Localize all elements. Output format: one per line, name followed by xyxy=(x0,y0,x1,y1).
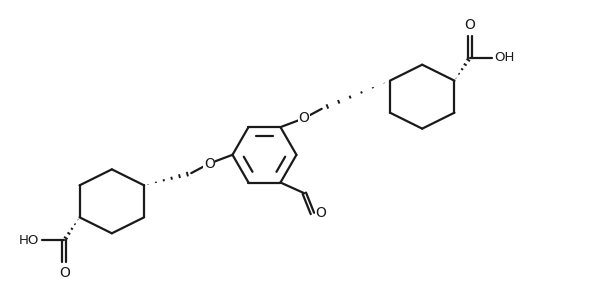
Text: OH: OH xyxy=(494,51,515,64)
Text: O: O xyxy=(204,156,215,170)
Text: O: O xyxy=(59,266,70,280)
Text: O: O xyxy=(464,18,475,32)
Text: HO: HO xyxy=(19,234,40,247)
Text: O: O xyxy=(299,111,309,125)
Text: O: O xyxy=(315,207,326,221)
